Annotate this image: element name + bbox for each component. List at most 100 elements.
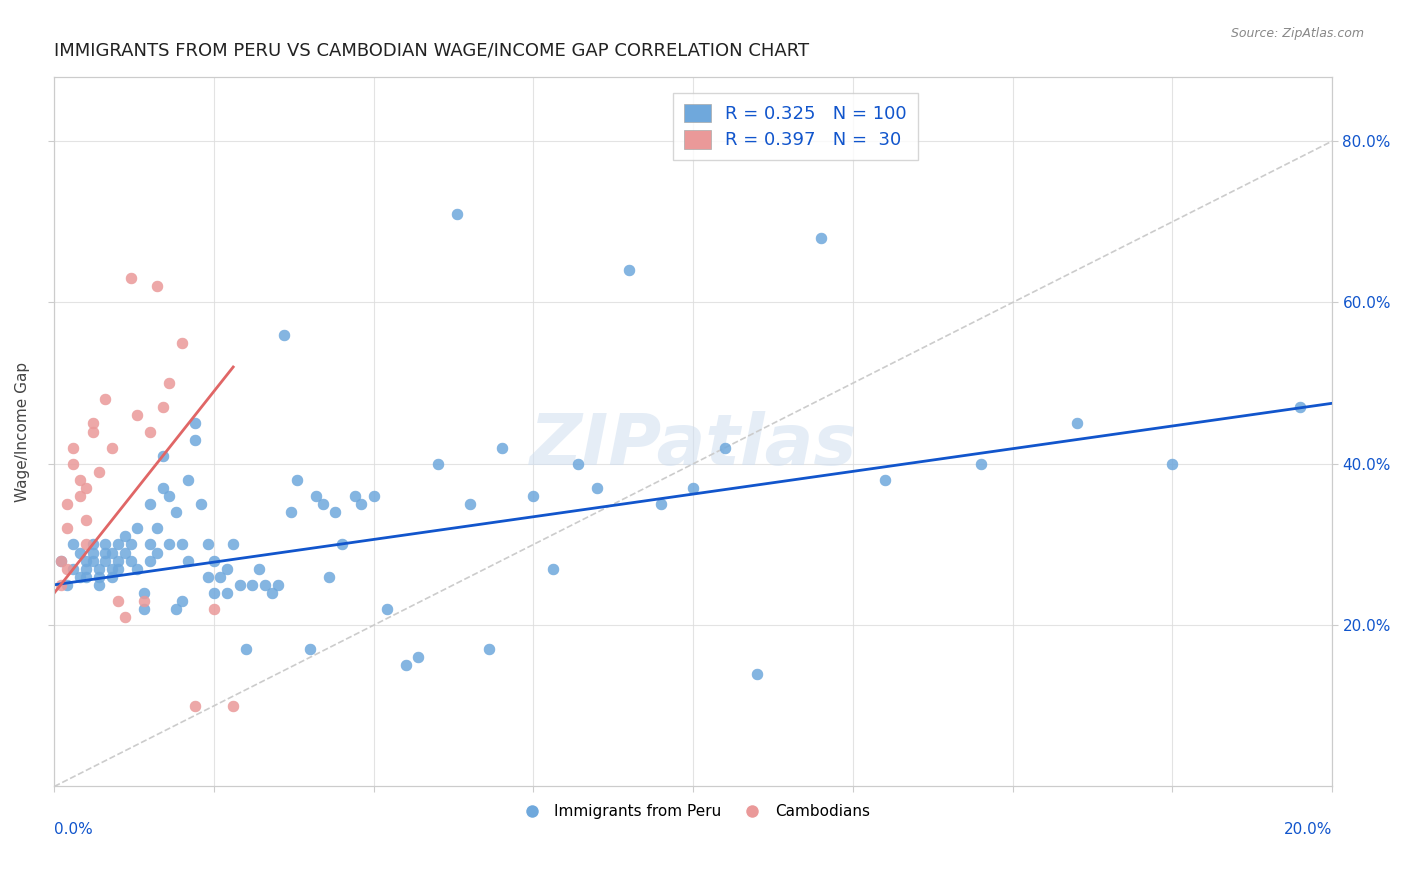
Point [152,401,174,415]
Point [247,562,270,576]
Point [650,497,672,511]
Point [567,457,589,471]
Point [157,489,180,503]
Point [235,642,257,657]
Point [69,473,91,487]
Point [101,441,124,455]
Point [94,553,117,567]
Point [62,457,84,471]
Point [197,537,219,551]
Point [114,529,136,543]
Point [49,578,72,592]
Point [311,497,333,511]
Text: ZIPatlas: ZIPatlas [530,411,856,480]
Point [132,602,155,616]
Point [619,263,641,277]
Point [202,602,225,616]
Point [75,562,97,576]
Point [426,457,449,471]
Point [94,545,117,559]
Point [145,545,167,559]
Point [101,570,124,584]
Point [114,610,136,624]
Point [120,271,142,285]
Point [152,449,174,463]
Point [56,497,79,511]
Point [56,578,79,592]
Point [446,207,468,221]
Point [152,481,174,495]
Point [87,562,110,576]
Point [145,521,167,535]
Text: 0.0%: 0.0% [55,822,93,838]
Point [87,570,110,584]
Point [165,505,187,519]
Point [139,497,162,511]
Point [82,553,104,567]
Point [184,417,207,431]
Text: 20.0%: 20.0% [1284,822,1331,838]
Point [285,473,308,487]
Point [350,497,373,511]
Point [114,545,136,559]
Point [240,578,263,592]
Point [107,537,129,551]
Point [222,698,245,713]
Point [273,327,295,342]
Point [139,537,162,551]
Point [970,457,993,471]
Text: Source: ZipAtlas.com: Source: ZipAtlas.com [1230,27,1364,40]
Point [49,553,72,567]
Point [325,505,347,519]
Point [197,570,219,584]
Point [87,465,110,479]
Point [375,602,398,616]
Point [62,537,84,551]
Point [478,642,501,657]
Point [522,489,544,503]
Point [177,553,200,567]
Point [172,335,194,350]
Point [209,570,232,584]
Point [132,594,155,608]
Point [94,392,117,407]
Point [1289,401,1312,415]
Point [458,497,481,511]
Point [69,570,91,584]
Point [120,537,142,551]
Point [254,578,277,592]
Point [810,231,832,245]
Point [215,586,238,600]
Point [62,441,84,455]
Point [222,537,245,551]
Point [541,562,564,576]
Point [69,489,91,503]
Point [145,279,167,293]
Point [139,553,162,567]
Point [82,425,104,439]
Point [165,602,187,616]
Point [75,513,97,527]
Point [56,562,79,576]
Point [87,578,110,592]
Point [280,505,302,519]
Point [94,537,117,551]
Point [1161,457,1184,471]
Point [75,570,97,584]
Point [101,562,124,576]
Point [298,642,321,657]
Point [682,481,704,495]
Point [157,376,180,391]
Point [132,586,155,600]
Point [215,562,238,576]
Point [363,489,385,503]
Point [107,594,129,608]
Point [62,562,84,576]
Point [184,433,207,447]
Point [172,537,194,551]
Point [184,698,207,713]
Point [408,650,430,665]
Point [202,553,225,567]
Y-axis label: Wage/Income Gap: Wage/Income Gap [15,361,30,501]
Point [69,545,91,559]
